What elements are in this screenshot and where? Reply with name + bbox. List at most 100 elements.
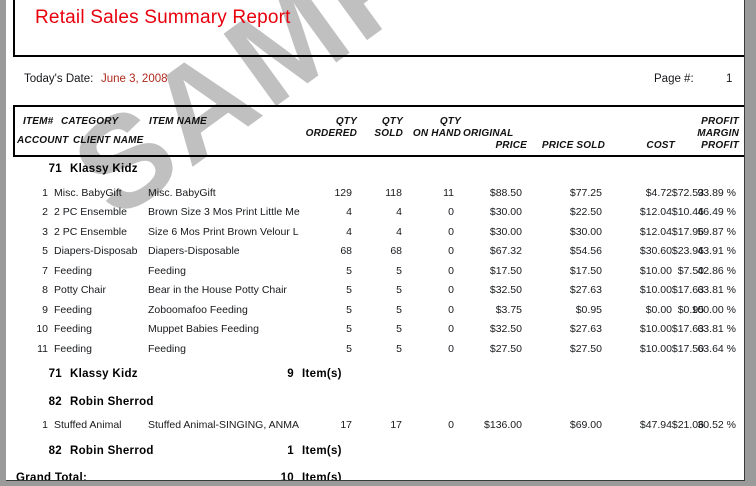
cell-category: Stuffed Animal [54,419,122,431]
cell-item-name: Misc. BabyGift [148,186,216,199]
cell-category: Misc. BabyGift [54,186,122,199]
cell-qty-ordered: 4 [346,225,352,238]
cell-price-sold: $0.95 [575,303,602,316]
cell-profit: $7.50 [677,264,704,277]
cell-category: Diapers-Disposab [54,245,138,257]
cell-item-name: Zoboomafoo Feeding [148,303,248,316]
table-row: 11 Feeding Feeding 5 5 0 $27.50 $27.50 $10.00 $17… [6,342,744,362]
cell-qty-ordered: 129 [334,186,352,199]
grand-total-label: Grand Total: [16,472,88,481]
header-price-sold: PRICE SOLD [541,140,605,151]
table-column-header: ITEM# CATEGORY ITEM NAME ACCOUNT CLIENT … [13,105,744,157]
grand-total-row: Grand Total: 10 Item(s) [6,472,744,481]
group-total-unit: Item(s) [302,368,342,380]
header-item-no: ITEM# [23,116,54,127]
header-qty-ordered-line1: QTY [335,116,357,127]
table-row: 3 2 PC Ensemble Size 6 Mos Print Brown Vel… [6,225,744,245]
cell-qty-on-hand: 0 [448,206,454,218]
cell-category: Feeding [54,342,92,355]
table-row: 2 2 PC Ensemble Brown Size 3 Mos Print Lit… [6,206,744,225]
cell-qty-ordered: 5 [346,303,352,316]
cell-qty-ordered: 5 [346,284,352,296]
cell-cost: $10.00 [639,284,672,296]
group-total-count: 9 [287,368,294,380]
cell-profit-margin: 63.64 % [697,342,736,355]
cell-qty-on-hand: 0 [448,264,454,277]
cell-profit-margin: 43.91 % [697,245,736,257]
header-client-name: CLIENT NAME [73,135,144,146]
cell-profit: $17.96 [671,225,704,238]
cell-item-name: Size 6 Mos Print Brown Velour L [148,225,299,238]
cell-qty-sold: 17 [390,419,402,431]
cell-category: Potty Chair [54,284,106,296]
cell-profit: $17.63 [671,323,704,335]
cell-price-sold: $69.00 [569,419,602,431]
page-number-label: Page #: [654,73,694,85]
cell-original-price: $67.32 [489,245,522,257]
cell-cost: $47.94 [639,419,672,431]
cell-original-price: $30.00 [489,225,522,238]
group-total-count: 1 [287,444,294,457]
table-row: 1 Misc. BabyGift Misc. BabyGift 129 118 11 $88… [6,186,744,206]
header-item-name: ITEM NAME [149,116,207,127]
cell-qty-ordered: 68 [340,245,352,257]
cell-profit: $10.46 [671,206,704,218]
grand-total-unit: Item(s) [302,472,342,481]
cell-qty-sold: 118 [385,186,402,199]
cell-profit: $23.96 [671,245,704,257]
cell-qty-on-hand: 0 [448,323,454,335]
group-client-name: Klassy Kidz [70,163,138,175]
cell-profit-margin: 100.00 % [691,303,736,316]
cell-item-name: Stuffed Animal-SINGING, ANMA [148,419,299,431]
group-total-row: 71 Klassy Kidz 9 Item(s) [6,368,744,387]
cell-qty-sold: 4 [396,206,402,218]
cell-profit-margin: 46.49 % [697,206,736,218]
table-row: 5 Diapers-Disposab Diapers-Disposable 68 68 0… [6,245,744,264]
table-row: 1 Stuffed Animal Stuffed Animal-SINGING, A… [6,419,744,438]
cell-item-name: Bear in the House Potty Chair [148,284,287,296]
cell-category: 2 PC Ensemble [54,225,127,238]
cell-item-no: 7 [42,264,48,277]
cell-cost: $12.04 [639,225,672,238]
report-title-band: Retail Sales Summary Report [13,0,744,57]
cell-profit-margin: 30.52 % [697,419,736,431]
cell-cost: $12.04 [639,206,672,218]
cell-qty-sold: 5 [396,303,402,316]
cell-qty-sold: 5 [396,342,402,355]
header-qty-sold-line1: QTY [381,116,403,127]
cell-category: Feeding [54,303,92,316]
cell-qty-sold: 5 [396,284,402,296]
cell-qty-sold: 4 [396,225,402,238]
cell-price-sold: $27.63 [569,323,602,335]
cell-qty-ordered: 5 [346,264,352,277]
cell-cost: $30.60 [639,245,672,257]
cell-qty-on-hand: 0 [448,342,454,355]
cell-item-name: Brown Size 3 Mos Print Little Me [148,206,300,218]
header-category: CATEGORY [61,116,119,127]
group-account: 71 [48,163,62,175]
cell-qty-on-hand: 0 [448,419,454,431]
cell-item-no: 11 [37,342,48,355]
header-original-price-line2: PRICE [495,140,527,151]
cell-qty-ordered: 4 [346,206,352,218]
header-account: ACCOUNT [17,135,69,146]
cell-item-name: Feeding [148,264,186,277]
cell-qty-sold: 68 [390,245,402,257]
cell-profit: $17.50 [671,342,704,355]
group-total-client-name: Robin Sherrod [70,444,154,457]
group-total-client-name: Klassy Kidz [70,368,138,380]
grand-total-count: 10 [280,472,294,481]
cell-original-price: $32.50 [489,284,522,296]
cell-profit-margin: 93.89 % [697,186,736,199]
cell-profit: $0.95 [677,303,704,316]
todays-date-label: Today's Date: [24,73,94,85]
cell-item-no: 10 [36,323,48,335]
cell-item-no: 2 [42,206,48,218]
cell-cost: $4.72 [645,186,672,199]
cell-profit-margin: 63.81 % [697,284,736,296]
cell-qty-sold: 5 [396,264,402,277]
cell-qty-on-hand: 11 [443,186,454,199]
cell-price-sold: $77.25 [569,186,602,199]
report-meta-band: Today's Date: June 3, 2008 Page #: 1 [13,57,744,105]
cell-item-no: 5 [42,245,48,257]
